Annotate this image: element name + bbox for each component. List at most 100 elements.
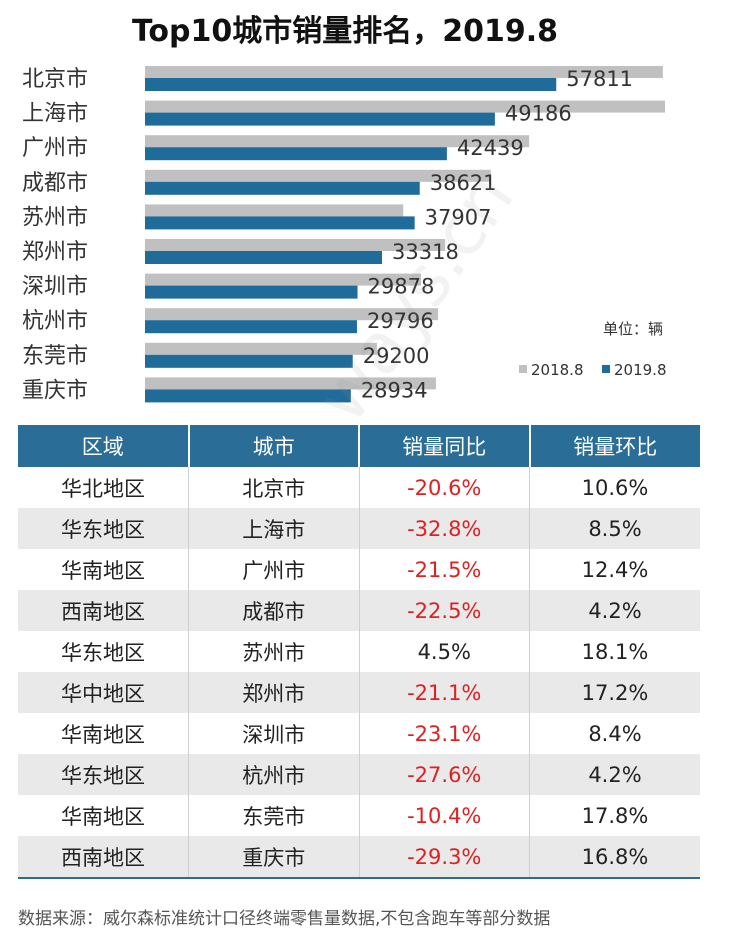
table-cell: 西南地区 — [18, 590, 189, 631]
bar-2019-2 — [145, 112, 495, 126]
legend-swatch-2018 — [519, 365, 527, 373]
source-note: 数据来源：威尔森标准统计口径终端零售量数据,不包含跑车等部分数据 — [18, 909, 551, 929]
table-cell: 18.1% — [581, 639, 649, 664]
table-cell: 杭州市 — [188, 754, 360, 795]
data-label: 37907 — [425, 205, 492, 229]
bar-2019-3 — [145, 147, 447, 161]
table-cell: -23.1% — [359, 713, 530, 754]
category-label: 广州市 — [22, 136, 88, 161]
bar-2018-5 — [145, 204, 404, 217]
bar-2018-3 — [145, 135, 530, 148]
bar-2018-2 — [145, 100, 665, 113]
data-label: 42439 — [457, 136, 524, 160]
table-row: 华南地区 东莞市 -10.4% 17.8% — [18, 795, 700, 836]
table-cell: -22.5% — [359, 590, 530, 631]
data-label: 33318 — [392, 240, 459, 264]
table-row: 华东地区 苏州市 4.5% 18.1% — [18, 631, 700, 672]
bar-2018-7 — [145, 273, 422, 286]
category-label: 郑州市 — [22, 240, 88, 265]
bar-2019-4 — [145, 181, 420, 195]
table-cell: -27.6% — [359, 754, 530, 795]
bar-2019-9 — [145, 354, 353, 368]
table-cell: 12.4% — [581, 557, 649, 582]
bar-2018-6 — [145, 239, 446, 251]
data-label: 49186 — [505, 102, 572, 126]
bar-2018-1 — [145, 66, 663, 78]
bar-2019-10 — [145, 389, 351, 403]
table-cell: 华南地区 — [18, 713, 189, 754]
table-cell: 4.2% — [529, 754, 700, 795]
table-row: 西南地区 重庆市 -29.3% 16.8% — [18, 836, 700, 879]
bar-2019-7 — [145, 285, 358, 299]
table-cell: 16.8% — [529, 836, 700, 879]
table-cell: 华南地区 — [18, 549, 189, 590]
table-cell: 10.6% — [581, 475, 649, 500]
data-label: 29878 — [368, 275, 435, 299]
bar-2019-8 — [145, 320, 357, 334]
bar-2019-1 — [145, 78, 557, 91]
table-cell: 华中地区 — [18, 672, 189, 713]
table-cell: 17.2% — [529, 672, 700, 713]
data-label: 38621 — [430, 171, 497, 195]
column-header: 城市 — [188, 425, 360, 467]
table-cell: 4.2% — [529, 590, 700, 631]
data-label: 29796 — [367, 309, 434, 333]
table-row: 华南地区 广州市 -21.5% 12.4% — [18, 549, 700, 590]
table-cell: -21.1% — [359, 672, 530, 713]
data-label: 28934 — [361, 378, 428, 402]
bar-2018-4 — [145, 169, 491, 182]
table-cell: 上海市 — [188, 508, 360, 549]
table-cell: 华南地区 — [18, 795, 189, 836]
table-cell: 8.5% — [529, 508, 700, 549]
table-row: 华中地区 郑州市 -21.1% 17.2% — [18, 672, 700, 713]
table-cell: 成都市 — [188, 590, 360, 631]
table-cell: 郑州市 — [188, 672, 360, 713]
table-row: 西南地区 成都市 -22.5% 4.2% — [18, 590, 700, 631]
column-header: 销量同比 — [359, 425, 531, 467]
legend-label-2018: 2018.8 — [531, 361, 584, 379]
table-cell: 深圳市 — [188, 713, 360, 754]
column-header: 区域 — [18, 425, 190, 467]
table-cell: 西南地区 — [18, 836, 189, 879]
city-sales-table: 区域 城市 销量同比 销量环比 华北地区 北京市 -20.6% 10.6% 华东地区 上海市 -3… — [18, 425, 700, 879]
table-cell: 4.5% — [359, 631, 530, 672]
table-row: 华北地区 北京市 -20.6% 10.6% — [18, 467, 700, 508]
table-cell: -29.3% — [359, 836, 530, 879]
table-row: 华东地区 杭州市 -27.6% 4.2% — [18, 754, 700, 795]
table-cell: 北京市 — [188, 467, 360, 508]
bar-2018-9 — [145, 342, 377, 355]
category-label: 重庆市 — [22, 378, 88, 403]
table-cell: -21.5% — [359, 549, 530, 590]
category-label: 上海市 — [22, 102, 88, 127]
table-cell: 华东地区 — [18, 508, 189, 549]
category-label: 深圳市 — [22, 275, 88, 300]
table-cell: 华东地区 — [18, 631, 189, 672]
data-label: 57811 — [566, 67, 633, 91]
table-cell: 华东地区 — [18, 754, 189, 795]
table-cell: 8.4% — [588, 721, 642, 746]
bar-2018-10 — [145, 377, 436, 390]
table-cell: 重庆市 — [188, 836, 360, 879]
bar-chart: 北京市 57811 上海市 49186 广州市 42439 成都市 38621 苏州市 37907… — [22, 66, 667, 403]
legend-swatch-2019 — [602, 365, 610, 373]
category-label: 东莞市 — [22, 344, 88, 369]
bar-2018-8 — [145, 308, 439, 321]
table-cell: 广州市 — [188, 549, 360, 590]
chart-title: Top10城市销量排名，2019.8 — [131, 14, 559, 49]
table-cell: 17.8% — [581, 803, 649, 828]
unit-label: 单位：辆 — [603, 320, 663, 338]
column-header: 销量环比 — [529, 425, 700, 467]
table-cell: -20.6% — [359, 467, 530, 508]
category-label: 杭州市 — [22, 309, 88, 334]
category-label: 苏州市 — [22, 205, 88, 230]
table-cell: -10.4% — [359, 795, 530, 836]
table-cell: -32.8% — [359, 508, 530, 549]
category-label: 成都市 — [22, 171, 88, 196]
table-row: 华南地区 深圳市 -23.1% 8.4% — [18, 713, 700, 754]
data-label: 29200 — [363, 344, 430, 368]
category-label: 北京市 — [22, 67, 88, 92]
bar-2019-6 — [145, 251, 383, 264]
bar-2019-5 — [145, 216, 415, 230]
table-cell: 华北地区 — [18, 467, 189, 508]
table-header-row: 区域 城市 销量同比 销量环比 — [18, 425, 700, 467]
